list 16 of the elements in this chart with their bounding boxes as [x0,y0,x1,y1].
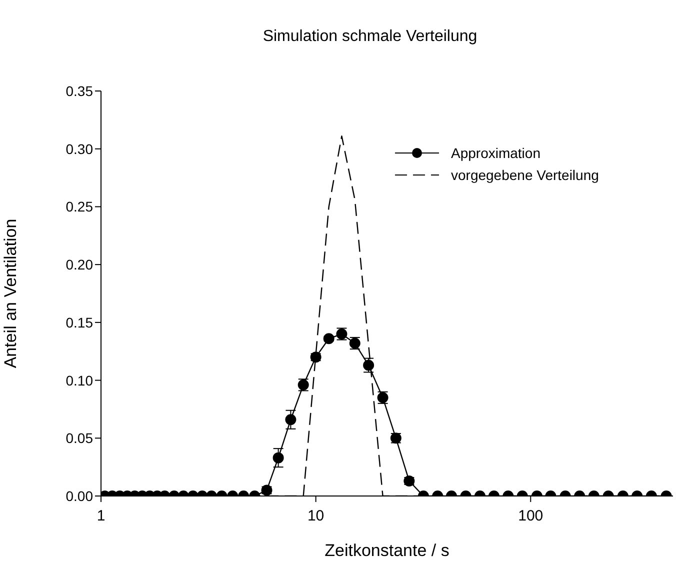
legend-label: vorgegebene Verteilung [451,167,599,183]
y-tick-label: 0.10 [66,372,94,388]
y-tick-label: 0.35 [66,82,94,99]
y-tick-label: 0.05 [66,430,94,446]
y-axis-title: Anteil an Ventilation [1,218,20,368]
y-tick-label: 0.30 [66,140,94,157]
x-tick-label: 100 [518,508,544,525]
y-tick-label: 0.00 [66,488,94,504]
x-tick-label: 10 [307,508,324,525]
x-axis-title: Zeitkonstante / s [324,541,450,560]
x-tick-label: 1 [96,508,106,525]
y-tick-label: 0.15 [66,314,94,330]
chart-title: Simulation schmale Verteilung [262,28,478,46]
legend-label: Approximation [451,145,540,161]
y-tick-label: 0.25 [66,198,94,215]
y-tick-label: 0.20 [66,256,94,273]
